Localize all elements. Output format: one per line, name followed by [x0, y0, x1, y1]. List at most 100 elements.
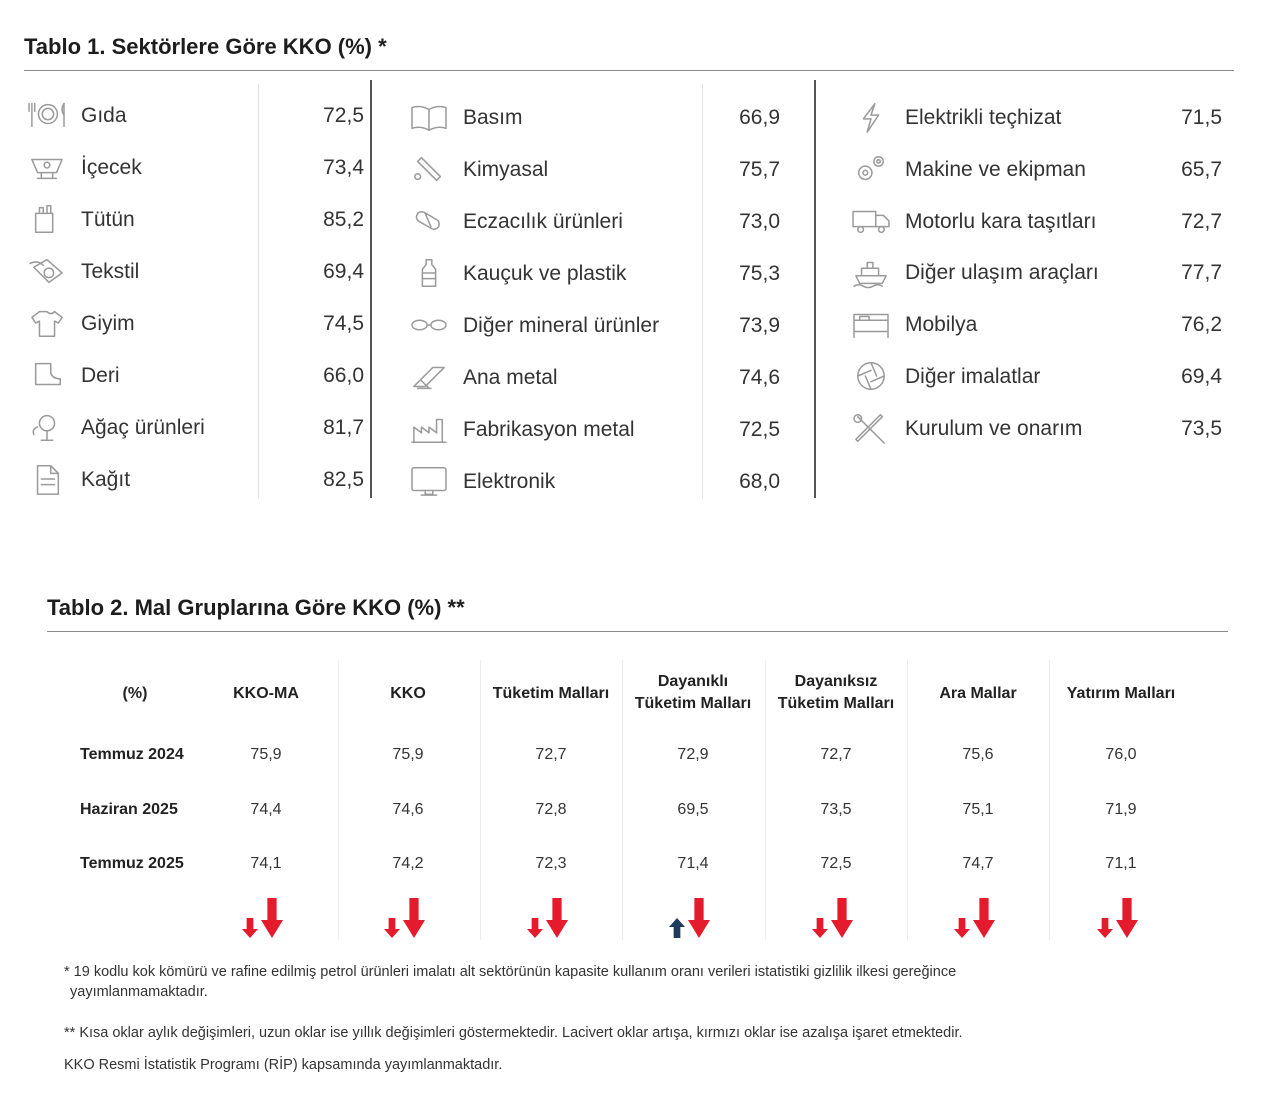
sector-row: Kimyasal 75,7	[406, 150, 796, 190]
sector-row: Motorlu kara taşıtları 72,7	[848, 202, 1238, 242]
sector-row: Kurulum ve onarım 73,5	[848, 409, 1238, 449]
annual-down-arrow-icon	[973, 898, 995, 938]
sector-label: Eczacılık ürünleri	[463, 210, 623, 233]
pill-capsule-icon	[406, 204, 452, 238]
monthly-down-arrow-icon	[954, 918, 970, 938]
annual-down-arrow-icon	[1116, 898, 1138, 938]
column-header: Tüketim Malları	[476, 683, 626, 705]
sector-row: Giyim 74,5	[24, 304, 364, 344]
sector-value: 75,7	[739, 158, 780, 181]
table-cell: 71,1	[1105, 855, 1137, 872]
table2-title: Tablo 2. Mal Gruplarına Göre KKO (%) **	[47, 595, 465, 620]
sector-row: Mobilya 76,2	[848, 305, 1238, 345]
footnote-2: ** Kısa oklar aylık değişimleri, uzun ok…	[64, 1025, 963, 1041]
sector-value: 69,4	[1181, 365, 1222, 388]
sector-value: 76,2	[1181, 313, 1222, 337]
leather-boot-icon	[24, 358, 70, 392]
sector-row: Fabrikasyon metal 72,5	[406, 410, 796, 450]
column-header: Dayanıklı Tüketim Malları	[618, 671, 768, 715]
sector-value: 65,7	[1181, 157, 1222, 181]
table-cell: 75,9	[250, 746, 282, 763]
wrench-screwdriver-icon	[848, 411, 894, 445]
sector-label: Elektronik	[463, 470, 556, 493]
paper-sheet-icon	[24, 462, 70, 496]
table-cell: 73,5	[820, 801, 852, 818]
table-cell: 74,2	[392, 855, 424, 872]
sector-value: 73,5	[1181, 416, 1222, 440]
sector-column-3: Elektrikli teçhizat 71,5 Makine ve ekipman…	[848, 0, 1238, 520]
metal-beam-icon	[406, 360, 452, 394]
column-header-line1: Yatırım Malları	[1066, 685, 1176, 702]
table-cell: 72,7	[535, 746, 567, 763]
drink-cup-icon	[24, 150, 70, 184]
sector-row: Diğer mineral ürünler 73,9	[406, 306, 796, 346]
change-arrows	[667, 896, 737, 942]
footnote-3: KKO Resmi İstatistik Programı (RİP) kaps…	[64, 1057, 503, 1073]
sector-label: Deri	[81, 364, 120, 387]
column-header-line1: Tüketim Malları	[492, 685, 610, 702]
sector-label: Tekstil	[81, 260, 140, 283]
footnote-1-line1: * 19 kodlu kok kömürü ve rafine edilmiş …	[64, 964, 957, 980]
sector-value: 71,5	[1181, 106, 1222, 129]
yarn-spool-icon	[24, 254, 70, 288]
sector-value: 72,5	[323, 104, 364, 127]
gears-icon	[848, 152, 894, 186]
row-label: Temmuz 2024	[80, 746, 184, 763]
sector-row: Basım 66,9	[406, 98, 796, 138]
sector-value: 66,9	[739, 106, 780, 129]
sector-column-1: Gıda 72,5 İçecek 73,4 Tütün 85,2 Tekstil 69,4 Gi…	[24, 0, 364, 520]
sector-label: Basım	[463, 106, 523, 129]
sector-value: 74,6	[739, 366, 780, 389]
change-arrows	[525, 896, 595, 942]
sector-label: Ana metal	[463, 366, 558, 389]
change-arrows	[810, 896, 880, 942]
column-header: KKO-MA	[191, 683, 341, 705]
column-header-line2: Tüketim Malları	[634, 695, 752, 712]
sector-column-2: Basım 66,9 Kimyasal 75,7 Eczacılık ürünleri 7…	[406, 0, 796, 520]
sector-value: 74,5	[323, 312, 364, 335]
tobacco-pack-icon	[24, 202, 70, 236]
column-header-line1: Dayanıksız	[794, 673, 878, 690]
sector-separator-2	[814, 80, 816, 498]
column-header: KKO	[333, 683, 483, 705]
footnote-1: * 19 kodlu kok kömürü ve rafine edilmiş …	[64, 962, 956, 1002]
table-cell: 72,8	[535, 801, 567, 818]
table-cell: 75,9	[392, 746, 424, 763]
monthly-down-arrow-icon	[242, 918, 258, 938]
sector-row: Elektrikli teçhizat 71,5	[848, 98, 1238, 138]
sector-label: Diğer mineral ürünler	[463, 314, 660, 337]
sector-value: 73,4	[323, 156, 364, 179]
sector-label: Kauçuk ve plastik	[463, 262, 627, 285]
table-cell: 69,5	[677, 801, 709, 818]
column-header-line1: Dayanıklı	[657, 673, 729, 690]
table-gridline	[338, 660, 339, 940]
table-cell: 71,9	[1105, 801, 1137, 818]
monthly-down-arrow-icon	[527, 918, 543, 938]
tshirt-icon	[24, 306, 70, 340]
sector-value: 73,9	[739, 314, 780, 337]
unit-header: (%)	[122, 685, 148, 702]
sector-label: İçecek	[81, 156, 142, 179]
sector-label: Motorlu kara taşıtları	[905, 209, 1097, 233]
table-cell: 72,3	[535, 855, 567, 872]
column-header-line1: KKO	[390, 685, 426, 702]
sector-row: Eczacılık ürünleri 73,0	[406, 202, 796, 242]
plastic-bottle-icon	[406, 256, 452, 290]
change-arrows	[382, 896, 452, 942]
table-gridline	[480, 660, 481, 940]
sector-label: Elektrikli teçhizat	[905, 106, 1062, 129]
sector-row: Tekstil 69,4	[24, 252, 364, 292]
sector-row: Kauçuk ve plastik 75,3	[406, 254, 796, 294]
sector-label: Tütün	[81, 208, 135, 231]
test-tube-icon	[406, 152, 452, 186]
table-cell: 74,7	[962, 855, 994, 872]
sector-value: 85,2	[323, 208, 364, 231]
table-cell: 75,1	[962, 801, 994, 818]
table2-divider	[47, 631, 1228, 632]
truck-icon	[848, 204, 894, 238]
table-cell: 72,9	[677, 746, 709, 763]
table-gridline	[765, 660, 766, 940]
sector-row: İçecek 73,4	[24, 148, 364, 188]
table1-title: Tablo 1. Sektörlere Göre KKO (%) *	[24, 34, 387, 59]
sector-row: Tütün 85,2	[24, 200, 364, 240]
